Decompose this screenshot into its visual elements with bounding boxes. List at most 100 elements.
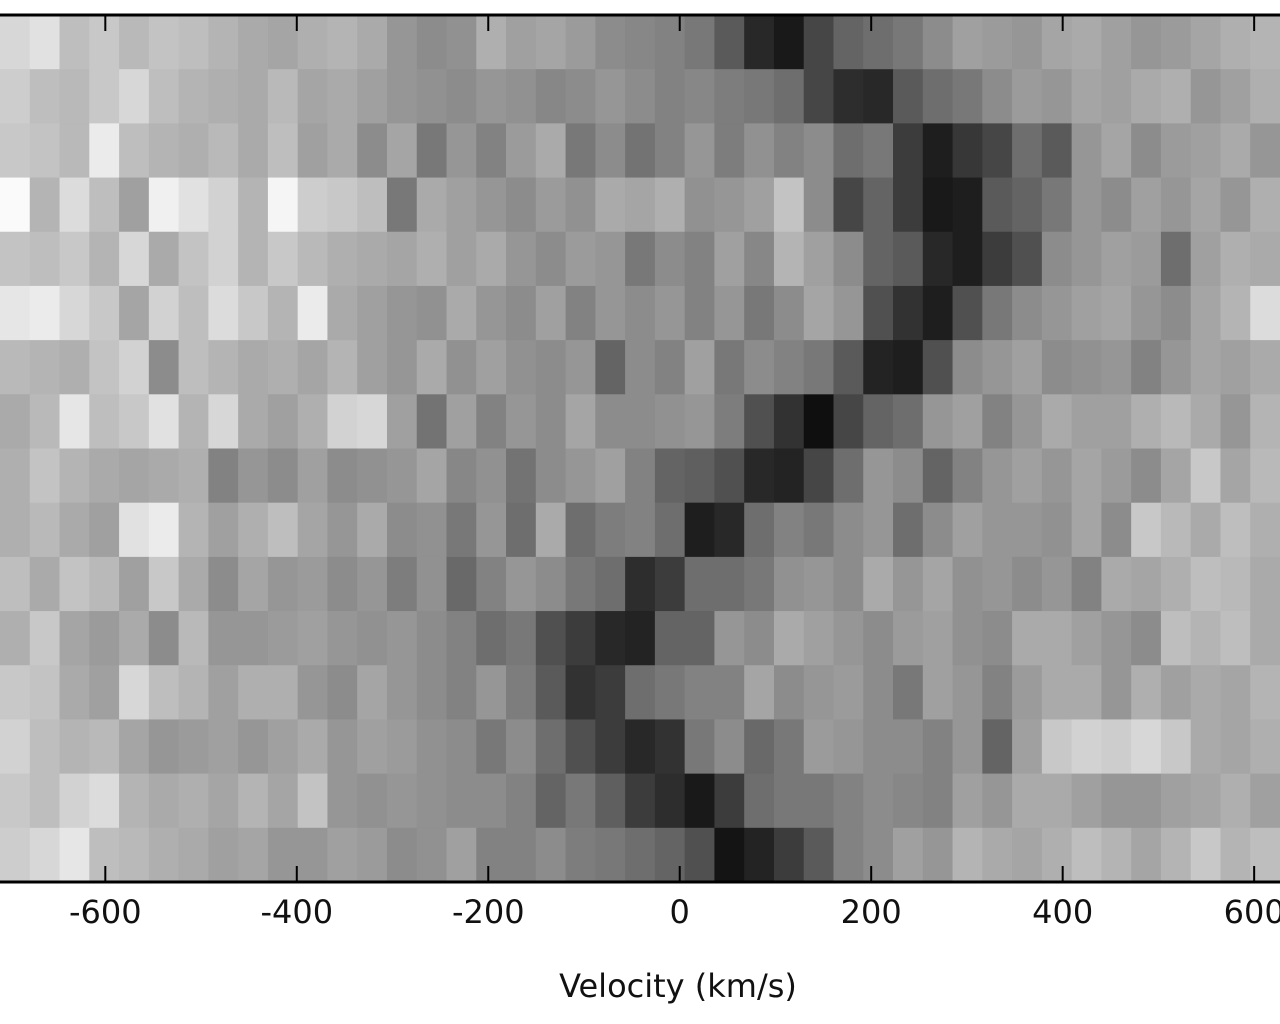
heatmap-cell [1190,285,1221,341]
heatmap-cell [357,773,388,829]
heatmap-cell [29,611,61,666]
heatmap-cell [922,340,954,395]
heatmap-cell [238,69,269,124]
heatmap-cell [982,123,1013,179]
heatmap-cell [922,827,954,883]
heatmap-cell [1190,448,1221,504]
heatmap-cell [119,827,150,883]
heatmap-cell [952,827,983,883]
heatmap-cell [714,827,745,883]
heatmap-cell [654,340,686,395]
heatmap-cell [476,611,507,666]
heatmap-cell [684,123,715,179]
heatmap-cell [59,556,90,612]
heatmap-cell [29,719,61,775]
heatmap-cell [1071,231,1102,287]
heatmap-cell [148,827,180,883]
heatmap-cell [773,15,805,70]
heatmap-cell [893,285,924,341]
heatmap-cell [178,231,209,287]
heatmap-cell [208,123,239,179]
heatmap-cell [714,285,745,341]
heatmap-cell [1160,448,1192,504]
heatmap-cell [386,611,418,666]
heatmap-cell [565,231,596,287]
heatmap-cell [773,556,805,612]
heatmap-cell [863,69,894,124]
heatmap-cell [1101,448,1132,504]
x-tick-label: 200 [841,893,902,931]
heatmap-cell [982,773,1013,829]
heatmap-cell [416,394,448,449]
heatmap-cell [1131,448,1162,504]
heatmap-cell [267,611,299,666]
heatmap-cell [595,665,626,720]
heatmap-cell [119,448,150,504]
heatmap-cell [803,827,834,883]
heatmap-cell [1101,15,1132,70]
heatmap-cell [386,285,418,341]
heatmap-cell [1131,177,1162,233]
heatmap-cell [1041,123,1073,179]
heatmap-cell [1190,556,1221,612]
heatmap-cell [506,177,537,233]
heatmap-cell [654,556,686,612]
heatmap-cell [506,340,537,395]
heatmap-cell [952,556,983,612]
heatmap-cell [1012,285,1043,341]
heatmap-cell [803,556,834,612]
heatmap-cell [1190,611,1221,666]
heatmap-cell [89,177,120,233]
heatmap-cell [773,123,805,179]
heatmap-cell [119,556,150,612]
heatmap-cell [238,665,269,720]
heatmap-cell [803,123,834,179]
heatmap-cell [922,773,954,829]
heatmap-cell [1160,69,1192,124]
heatmap-cell [327,15,358,70]
heatmap-cell [267,827,299,883]
heatmap-cell [178,123,209,179]
heatmap-cell [416,177,448,233]
heatmap-cell [446,340,477,395]
heatmap-cell [506,502,537,558]
heatmap-cell [922,231,954,287]
heatmap-cell [684,285,715,341]
heatmap-cell [803,773,834,829]
heatmap-cell [386,15,418,70]
heatmap-cell [773,719,805,775]
heatmap-cell [982,719,1013,775]
heatmap-cell [1071,665,1102,720]
heatmap-cell [327,394,358,449]
heatmap-cell [297,123,328,179]
heatmap-cell [208,719,239,775]
heatmap-cell [238,556,269,612]
heatmap-cell [1190,123,1221,179]
heatmap-cell [238,502,269,558]
heatmap-cell [1160,665,1192,720]
heatmap-cell [654,285,686,341]
heatmap-cell [506,448,537,504]
heatmap-cell [238,719,269,775]
heatmap-cell [148,285,180,341]
heatmap-cell [833,340,864,395]
heatmap-cells [0,15,1280,883]
heatmap-cell [922,611,954,666]
heatmap-cell [59,177,90,233]
heatmap-cell [416,502,448,558]
heatmap-cell [386,827,418,883]
heatmap-cell [625,340,656,395]
heatmap-cell [208,394,239,449]
heatmap-cell [0,285,31,341]
heatmap-cell [744,231,775,287]
heatmap-cell [1041,719,1073,775]
heatmap-cell [1190,665,1221,720]
heatmap-cell [863,394,894,449]
heatmap-cell [922,69,954,124]
heatmap-cell [595,827,626,883]
x-tick-label: 400 [1032,893,1093,931]
heatmap-cell [1250,502,1280,558]
heatmap-cell [1101,123,1132,179]
heatmap-cell [1131,827,1162,883]
heatmap-cell [119,773,150,829]
